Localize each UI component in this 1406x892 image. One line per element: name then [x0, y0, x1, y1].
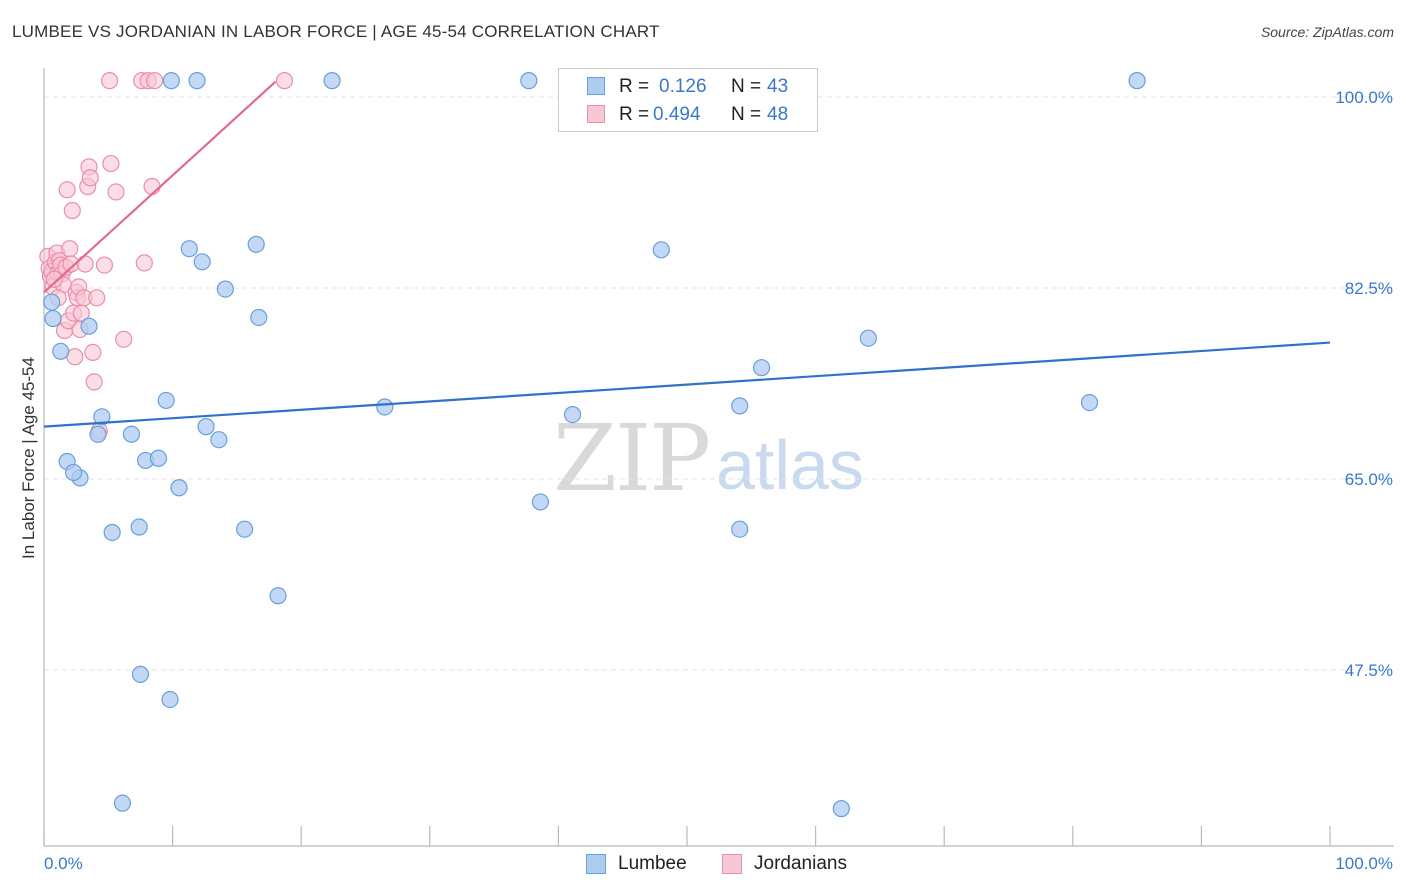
lumbee-point — [64, 463, 83, 482]
jordanian-point — [61, 240, 79, 258]
lumbee-point — [43, 293, 61, 311]
chart-title: LUMBEE VS JORDANIAN IN LABOR FORCE | AGE… — [12, 22, 660, 41]
legend-row-lumbee: R = 0.126 N = 43 — [559, 72, 817, 100]
x-tick-label-right: 100.0% — [1335, 854, 1393, 873]
jordanian-point — [81, 169, 99, 187]
lumbee-point — [161, 690, 179, 709]
lumbee-swatch — [586, 854, 606, 874]
lumbee-point — [752, 359, 771, 377]
legend-r-value: 0.494 — [653, 104, 701, 125]
lumbee-point — [269, 587, 287, 605]
lumbee-point — [170, 479, 188, 497]
legend-r-value: 0.126 — [659, 76, 707, 97]
lumbee-point — [103, 523, 121, 542]
legend-n-value: 48 — [767, 104, 789, 125]
lumbee-swatch — [587, 77, 605, 95]
jordanian-trend-line — [43, 80, 277, 294]
lumbee-legend-label: Lumbee — [618, 853, 687, 874]
source-credit: Source: ZipAtlas.com — [1260, 24, 1394, 40]
lumbee-point — [157, 391, 175, 410]
lumbee-point — [832, 800, 850, 818]
y-tick-label: 100.0% — [1335, 88, 1393, 107]
jordanian-point — [63, 201, 81, 220]
jordanian-swatch — [722, 854, 742, 874]
lumbee-point — [113, 794, 132, 812]
lumbee-point — [531, 493, 549, 511]
lumbee-point — [197, 418, 215, 436]
y-axis-title: In Labor Force | Age 45-54 — [19, 357, 38, 559]
lumbee-point — [93, 408, 111, 426]
lumbee-point — [652, 241, 670, 259]
lumbee-point — [1080, 394, 1099, 412]
lumbee-point — [162, 72, 180, 90]
jordanian-point — [143, 177, 161, 196]
lumbee-point — [188, 72, 206, 90]
jordanian-point — [115, 330, 133, 348]
y-tick-label: 47.5% — [1345, 661, 1393, 680]
lumbee-point — [247, 235, 265, 253]
lumbee-point — [89, 425, 107, 443]
jordanian-point — [85, 373, 103, 391]
jordanian-point — [45, 270, 63, 288]
axes — [43, 68, 1394, 847]
watermark-zip: ZIP — [553, 405, 711, 512]
lumbee-point — [44, 309, 62, 328]
lumbee-point — [52, 342, 70, 360]
lumbee-point — [236, 520, 254, 538]
jordanian-point — [76, 255, 94, 273]
jordanian-point — [95, 256, 114, 274]
lumbee-point — [250, 308, 268, 327]
legend-r-label: R = — [619, 76, 650, 97]
watermark-atlas: atlas — [716, 426, 864, 504]
lumbee-point — [130, 518, 148, 536]
lumbee-point — [193, 253, 211, 271]
lumbee-point — [731, 397, 749, 415]
lumbee-point — [859, 329, 877, 347]
jordanian-point — [58, 181, 76, 199]
trend-lines — [43, 80, 1331, 428]
lumbee-point — [180, 240, 198, 258]
jordanian-point — [135, 254, 153, 272]
jordanian-point — [145, 72, 164, 90]
lumbee-point — [323, 72, 341, 90]
lumbee-point — [563, 406, 582, 424]
legend-n-label: N = — [731, 104, 762, 125]
lumbee-point — [122, 425, 141, 443]
y-tick-label: 65.0% — [1345, 470, 1393, 489]
legend-n-label: N = — [731, 76, 762, 97]
correlation-legend: R = 0.126 N = 43 R = 0.494 N = 48 — [558, 68, 818, 132]
y-tick-label: 82.5% — [1345, 279, 1393, 298]
jordanian-point — [100, 72, 119, 90]
lumbee-point — [1128, 72, 1146, 90]
axis-labels: 100.0% 82.5% 65.0% 47.5% 0.0% 100.0% In Labor … — [19, 88, 1393, 873]
legend-n-value: 43 — [767, 76, 789, 97]
lumbee-point — [376, 398, 394, 416]
legend-r-label: R = — [619, 104, 650, 125]
jordanian-point — [84, 343, 102, 361]
lumbee-point — [80, 317, 98, 335]
lumbee-point — [216, 280, 234, 298]
jordanian-point — [275, 72, 294, 90]
jordanian-swatch — [587, 105, 605, 123]
jordanian-legend-label: Jordanians — [754, 853, 847, 874]
lumbee-points — [43, 72, 1146, 818]
jordanian-point — [88, 289, 106, 307]
lumbee-trend-line — [43, 341, 1331, 428]
lumbee-point — [210, 431, 228, 449]
legend-row-jordanians: R = 0.494 N = 48 — [559, 100, 817, 128]
lumbee-point — [149, 449, 168, 467]
jordanian-point — [102, 154, 120, 173]
lumbee-point — [731, 520, 749, 538]
jordanian-points — [39, 72, 294, 440]
lumbee-point — [520, 72, 538, 90]
x-tick-label-left: 0.0% — [44, 854, 83, 873]
lumbee-point — [131, 665, 150, 683]
jordanian-point — [107, 183, 125, 201]
